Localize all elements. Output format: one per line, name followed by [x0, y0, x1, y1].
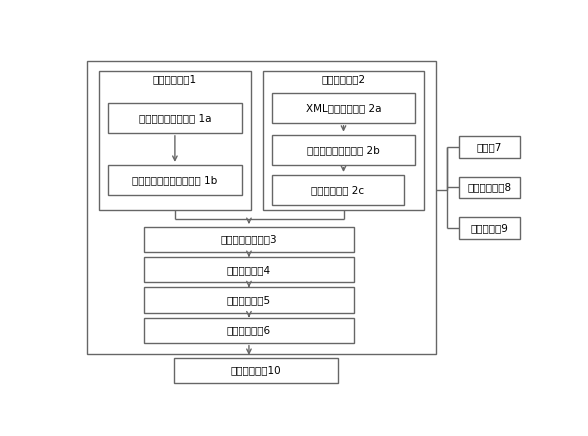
Bar [174, 358, 338, 383]
Text: 在线分析模块1: 在线分析模块1 [153, 74, 197, 84]
Bar [459, 217, 520, 238]
Bar [263, 71, 425, 210]
Text: 分子节点集输入模块 1a: 分子节点集输入模块 1a [139, 113, 211, 123]
Text: XML数据输入模块 2a: XML数据输入模块 2a [306, 103, 381, 113]
Bar [108, 103, 242, 133]
Bar [144, 287, 354, 313]
Bar [144, 317, 354, 343]
Bar [272, 175, 404, 205]
Text: 离线分析模块2: 离线分析模块2 [322, 74, 366, 84]
Text: 网络分析模块6: 网络分析模块6 [227, 325, 271, 335]
Bar [87, 61, 436, 354]
Text: 网络排布模块4: 网络排布模块4 [227, 265, 271, 275]
Bar [459, 136, 520, 158]
Bar [99, 71, 251, 210]
Text: 数据输出模块10: 数据输出模块10 [230, 365, 281, 375]
Bar [272, 135, 415, 165]
Bar [108, 165, 242, 195]
Text: 数据库7: 数据库7 [477, 142, 502, 152]
Text: 临时数据表9: 临时数据表9 [470, 223, 508, 233]
Text: 文献数据接口8: 文献数据接口8 [467, 182, 512, 192]
Bar [272, 92, 415, 123]
Text: 生物学研究先验信息模块 1b: 生物学研究先验信息模块 1b [132, 175, 218, 185]
Text: 网络检验模块 2c: 网络检验模块 2c [311, 185, 365, 195]
Bar [144, 227, 354, 252]
Text: 自定义注释类型模块 2b: 自定义注释类型模块 2b [307, 145, 380, 155]
Bar [459, 177, 520, 198]
Text: 网络数据结构模块3: 网络数据结构模块3 [220, 235, 278, 245]
Text: 网络展示模块5: 网络展示模块5 [227, 295, 271, 305]
Bar [144, 257, 354, 282]
